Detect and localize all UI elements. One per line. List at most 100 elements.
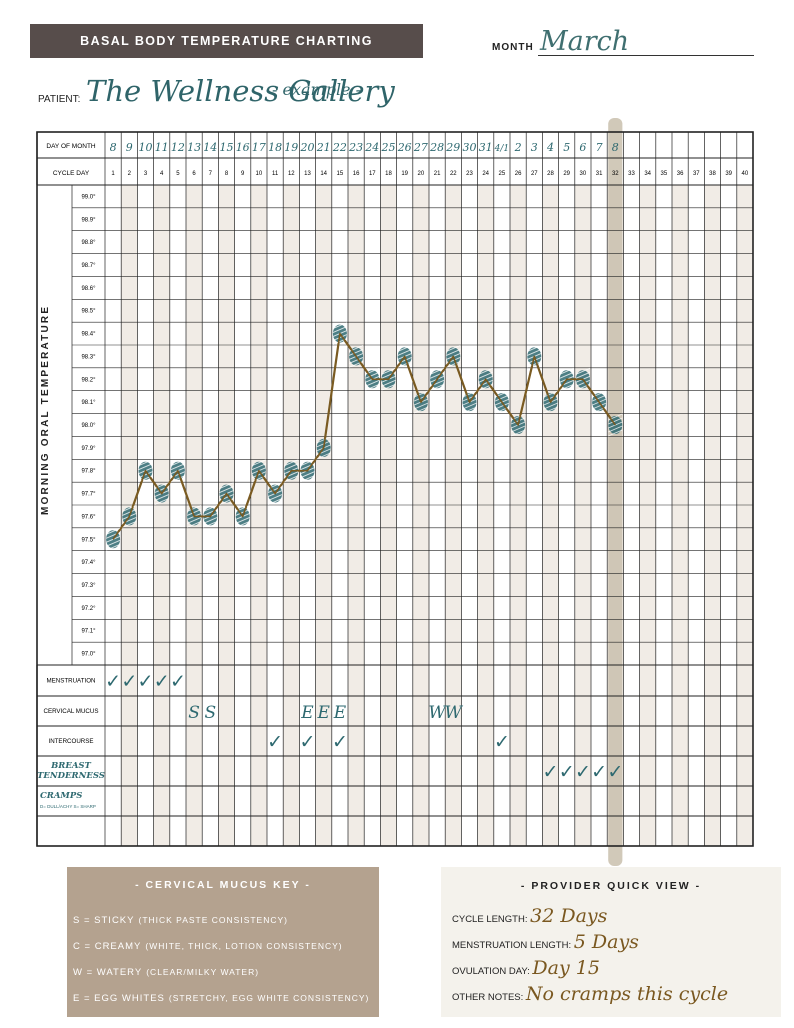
- temperature-tick-label: 97.0°: [81, 652, 96, 658]
- day-of-month-value: 14: [203, 141, 217, 154]
- cycle-day-number: 32: [612, 171, 619, 177]
- shaded-column: [250, 185, 267, 846]
- key-name: CREAMY: [94, 941, 142, 952]
- shaded-column: [542, 185, 559, 846]
- cycle-day-number: 28: [547, 171, 554, 177]
- day-of-month-value: 30: [463, 141, 477, 154]
- cycle-length-value: 32 Days: [530, 905, 608, 927]
- key-name: STICKY: [94, 915, 135, 926]
- shaded-column: [639, 185, 656, 846]
- day-of-month-value: 2: [514, 141, 522, 154]
- cycle-day-number: 26: [515, 171, 522, 177]
- day-of-month-value: 13: [187, 141, 201, 154]
- shaded-column: [736, 185, 753, 846]
- intercourse-check: ✓: [494, 732, 510, 753]
- intercourse-label: INTERCOURSE: [48, 738, 93, 745]
- other-notes-value: No cramps this cycle: [525, 983, 729, 1005]
- provider-quick-view: - PROVIDER QUICK VIEW - CYCLE LENGTH: 32…: [441, 867, 781, 1017]
- cycle-day-number: 2: [128, 171, 132, 177]
- key-code: E: [73, 993, 81, 1004]
- cycle-day-number: 30: [580, 171, 587, 177]
- day-of-month-value: 22: [332, 141, 347, 154]
- key-code: S: [73, 915, 81, 926]
- temperature-tick-label: 98.5°: [81, 309, 96, 315]
- cycle-day-number: 18: [385, 171, 392, 177]
- temperature-tick-label: 97.5°: [81, 537, 96, 543]
- cycle-day-number: 21: [434, 171, 441, 177]
- shaded-column: [315, 185, 332, 846]
- cervical-mucus-key: - CERVICAL MUCUS KEY - S = STICKY (THICK …: [67, 867, 379, 1017]
- cycle-day-number: 37: [693, 171, 700, 177]
- cycle-day-number: 8: [225, 171, 229, 177]
- key-name: EGG WHITES: [94, 993, 165, 1004]
- cycle-day-number: 35: [661, 171, 668, 177]
- mucus-key-item: S = STICKY (THICK PASTE CONSISTENCY): [73, 915, 289, 926]
- cervical-mucus-code: E: [300, 703, 314, 723]
- key-desc: (THICK PASTE CONSISTENCY): [138, 915, 289, 925]
- cycle-day-number: 19: [401, 171, 408, 177]
- mucus-key-item: E = EGG WHITES (STRETCHY, EGG WHITE CONSI…: [73, 993, 370, 1004]
- month-underline: [538, 55, 754, 56]
- day-of-month-value: 9: [126, 141, 133, 154]
- month-value: March: [540, 26, 630, 57]
- shaded-column: [283, 185, 300, 846]
- day-of-month-value: 6: [579, 141, 586, 154]
- other-notes-label: OTHER NOTES:: [452, 992, 524, 1003]
- cycle-day-number: 12: [288, 171, 295, 177]
- patient-suffix: - example -: [272, 80, 362, 99]
- cramps-label: CRAMPS: [40, 791, 82, 801]
- cycle-day-number: 20: [418, 171, 425, 177]
- cycle-day-number: 5: [176, 171, 180, 177]
- cervical-mucus-code: W: [445, 703, 464, 723]
- breast-tenderness-check: ✓: [543, 762, 559, 783]
- cervical-mucus-code: S: [204, 703, 216, 723]
- temperature-tick-label: 99.0°: [81, 194, 96, 200]
- day-of-month-value: 7: [596, 141, 603, 154]
- menstruation-check: ✓: [138, 672, 154, 693]
- day-of-month-value: 31: [479, 141, 493, 154]
- mucus-key-title: - CERVICAL MUCUS KEY -: [135, 879, 311, 891]
- temperature-tick-label: 97.2°: [81, 606, 96, 612]
- intercourse-check: ✓: [332, 732, 348, 753]
- ovulation-highlight-band: [608, 118, 623, 866]
- cycle-day-number: 15: [337, 171, 344, 177]
- cervical-mucus-code: W: [428, 703, 447, 723]
- month-label: MONTH: [492, 42, 534, 53]
- cycle-day-number: 34: [644, 171, 651, 177]
- temperature-tick-label: 98.1°: [81, 400, 96, 406]
- patient-label: PATIENT:: [38, 94, 81, 105]
- temperature-tick-label: 97.8°: [81, 469, 96, 475]
- cycle-day-number: 3: [144, 171, 148, 177]
- menstruation-check: ✓: [154, 672, 170, 693]
- cycle-day-number: 7: [209, 171, 213, 177]
- mucus-key-item: W = WATERY (CLEAR/MILKY WATER): [73, 967, 260, 978]
- provider-title: - PROVIDER QUICK VIEW -: [520, 880, 702, 892]
- cramps-note: D= DULL/ACHY S= SHARP: [40, 804, 96, 809]
- day-of-month-value: 8: [612, 141, 619, 154]
- temperature-tick-label: 97.1°: [81, 629, 96, 635]
- day-of-month-value: 16: [236, 141, 250, 154]
- cycle-day-number: 40: [742, 171, 749, 177]
- intercourse-check: ✓: [300, 732, 316, 753]
- temperature-tick-label: 98.2°: [81, 377, 96, 383]
- cycle-day-number: 27: [531, 171, 538, 177]
- cycle-day-label: CYCLE DAY: [53, 170, 90, 177]
- shaded-column: [380, 185, 397, 846]
- day-of-month-value: 8: [110, 141, 117, 154]
- key-code: W: [73, 967, 83, 978]
- ovulation-day-label: OVULATION DAY:: [452, 966, 530, 977]
- breast-tenderness-check: ✓: [559, 762, 575, 783]
- breast-tenderness-label: TENDERNESS: [37, 771, 105, 781]
- key-desc: (WHITE, THICK, LOTION CONSISTENCY): [145, 941, 343, 951]
- table-border: [36, 131, 754, 847]
- cycle-day-number: 31: [596, 171, 603, 177]
- cycle-day-number: 16: [353, 171, 360, 177]
- menstruation-check: ✓: [105, 672, 121, 693]
- cycle-day-number: 33: [628, 171, 635, 177]
- cervical-mucus-code: E: [333, 703, 347, 723]
- cycle-day-number: 25: [499, 171, 506, 177]
- cycle-day-number: 13: [304, 171, 311, 177]
- shaded-column: [218, 185, 235, 846]
- day-of-month-value: 19: [284, 141, 298, 154]
- day-of-month-value: 15: [220, 141, 234, 154]
